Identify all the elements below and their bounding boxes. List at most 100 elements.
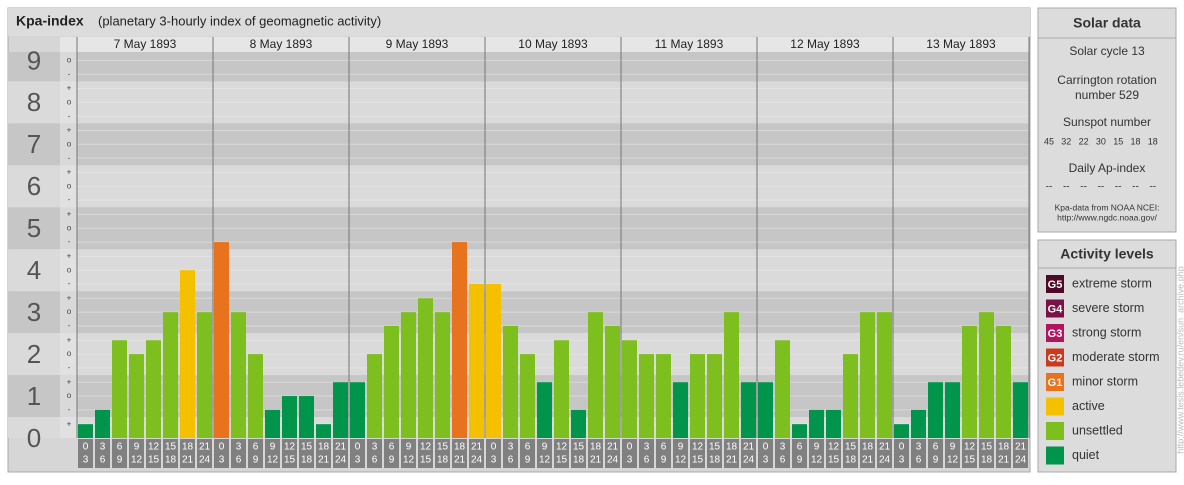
hour-label: 24 <box>1015 455 1027 466</box>
bar <box>809 409 824 438</box>
hour-cell <box>299 439 314 468</box>
legend-code: G4 <box>1048 303 1064 315</box>
hour-label: 15 <box>828 455 840 466</box>
hour-cell <box>486 439 501 468</box>
hour-label: 15 <box>301 442 313 453</box>
bar <box>282 396 297 438</box>
hour-label: 9 <box>389 455 395 466</box>
hour-label: 15 <box>437 442 449 453</box>
hour-cell <box>452 439 467 468</box>
bar <box>163 312 178 438</box>
hour-cell <box>129 439 144 468</box>
hour-cell <box>877 439 892 468</box>
hour-label: 12 <box>420 442 432 453</box>
y-tick-label: 5 <box>27 213 41 243</box>
y-minor-tick-label: + <box>67 419 72 428</box>
hour-label: 9 <box>678 442 684 453</box>
bar <box>673 382 688 438</box>
bar <box>758 382 773 438</box>
hour-cell <box>350 439 365 468</box>
solar-text: 18 <box>1148 136 1158 146</box>
bar <box>231 312 246 438</box>
bar <box>401 312 416 438</box>
hour-label: 18 <box>726 442 738 453</box>
bar <box>622 340 637 438</box>
hour-label: 9 <box>933 455 939 466</box>
y-minor-tick-label: - <box>68 237 71 246</box>
hour-label: 12 <box>284 442 296 453</box>
band <box>8 52 1029 82</box>
hour-label: 12 <box>267 455 279 466</box>
y-minor-tick-label: + <box>67 209 72 218</box>
hour-cell <box>724 439 739 468</box>
hour-label: 24 <box>607 455 619 466</box>
bar <box>248 354 263 438</box>
solar-text: -- <box>1115 182 1122 193</box>
hour-label: 18 <box>981 455 993 466</box>
hour-label: 0 <box>899 442 905 453</box>
date-label: 12 May 1893 <box>790 37 860 51</box>
solar-text: Carrington rotation <box>1057 73 1156 87</box>
hour-label: 9 <box>270 442 276 453</box>
hour-label: 15 <box>709 442 721 453</box>
bar <box>367 354 382 438</box>
bar <box>843 354 858 438</box>
hour-label: 0 <box>355 442 361 453</box>
hour-label: 15 <box>148 455 160 466</box>
bar <box>707 354 722 438</box>
bar <box>979 312 994 438</box>
legend-label: active <box>1072 399 1105 413</box>
hour-label: 24 <box>471 455 483 466</box>
solar-text: 32 <box>1061 136 1071 146</box>
solar-text: -- <box>1132 182 1139 193</box>
hour-label: 21 <box>998 455 1010 466</box>
hour-label: 6 <box>508 455 514 466</box>
hour-label: 21 <box>726 455 738 466</box>
bar <box>656 354 671 438</box>
hour-label: 9 <box>797 455 803 466</box>
y-minor-tick-label: o <box>67 391 72 400</box>
hour-label: 24 <box>743 455 755 466</box>
hour-label: 9 <box>950 442 956 453</box>
hour-label: 15 <box>420 455 432 466</box>
header-bar <box>8 8 1030 36</box>
hour-cell <box>537 439 552 468</box>
solar-panel <box>1037 7 1177 233</box>
hour-label: 3 <box>644 442 650 453</box>
hour-cell <box>673 439 688 468</box>
y-minor-tick-label: o <box>67 139 72 148</box>
hour-label: 21 <box>879 442 891 453</box>
hour-label: 12 <box>828 442 840 453</box>
hour-cell <box>911 439 926 468</box>
solar-text: -- <box>1063 182 1070 193</box>
hour-cell <box>945 439 960 468</box>
bar <box>911 409 926 438</box>
hour-label: 3 <box>372 442 378 453</box>
hour-label: 15 <box>284 455 296 466</box>
legend-label: extreme storm <box>1072 276 1152 290</box>
bar <box>775 340 790 438</box>
bar <box>384 325 399 438</box>
solar-text: 30 <box>1096 136 1106 146</box>
hour-cell <box>401 439 416 468</box>
hour-label: 9 <box>661 455 667 466</box>
y-tick-label: 2 <box>27 339 41 369</box>
hour-label: 9 <box>134 442 140 453</box>
hour-label: 6 <box>236 455 242 466</box>
legend-label: quiet <box>1072 448 1100 462</box>
bar <box>996 325 1011 438</box>
hour-cell <box>112 439 127 468</box>
legend-code: G5 <box>1048 279 1063 291</box>
hour-cell <box>690 439 705 468</box>
hour-cell <box>826 439 841 468</box>
hour-label: 0 <box>219 442 225 453</box>
hour-cell <box>809 439 824 468</box>
hour-cell <box>741 439 756 468</box>
bar <box>554 340 569 438</box>
hour-label: 21 <box>862 455 874 466</box>
bar <box>1013 382 1028 438</box>
hour-cell <box>163 439 178 468</box>
hour-label: 18 <box>165 455 177 466</box>
bar <box>146 340 161 438</box>
